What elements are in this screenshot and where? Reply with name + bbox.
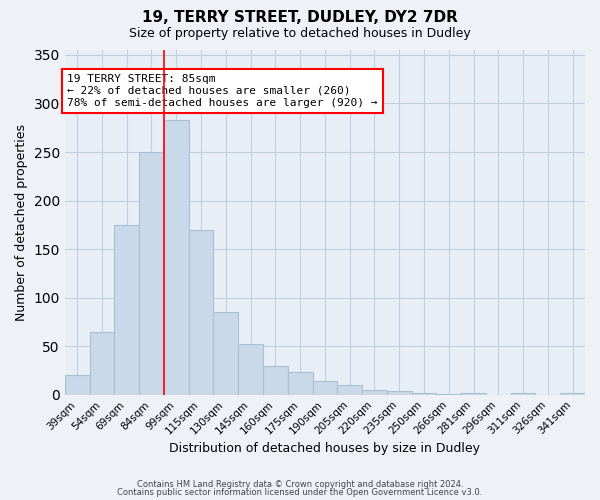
Text: Contains HM Land Registry data © Crown copyright and database right 2024.: Contains HM Land Registry data © Crown c… — [137, 480, 463, 489]
X-axis label: Distribution of detached houses by size in Dudley: Distribution of detached houses by size … — [169, 442, 481, 455]
Bar — [313, 381, 337, 394]
Bar — [214, 312, 238, 394]
Bar — [511, 393, 535, 394]
Bar — [461, 393, 486, 394]
Bar — [238, 344, 263, 395]
Bar — [288, 372, 313, 394]
Bar — [139, 152, 164, 394]
Bar — [164, 120, 188, 394]
Bar — [387, 391, 412, 394]
Text: Contains public sector information licensed under the Open Government Licence v3: Contains public sector information licen… — [118, 488, 482, 497]
Bar — [412, 393, 436, 394]
Text: 19 TERRY STREET: 85sqm
← 22% of detached houses are smaller (260)
78% of semi-de: 19 TERRY STREET: 85sqm ← 22% of detached… — [67, 74, 378, 108]
Text: Size of property relative to detached houses in Dudley: Size of property relative to detached ho… — [129, 28, 471, 40]
Bar — [89, 332, 115, 394]
Bar — [115, 225, 139, 394]
Bar — [337, 385, 362, 394]
Bar — [362, 390, 387, 394]
Bar — [188, 230, 214, 394]
Bar — [560, 393, 585, 394]
Bar — [65, 376, 89, 394]
Y-axis label: Number of detached properties: Number of detached properties — [15, 124, 28, 321]
Bar — [263, 366, 288, 394]
Text: 19, TERRY STREET, DUDLEY, DY2 7DR: 19, TERRY STREET, DUDLEY, DY2 7DR — [142, 10, 458, 25]
